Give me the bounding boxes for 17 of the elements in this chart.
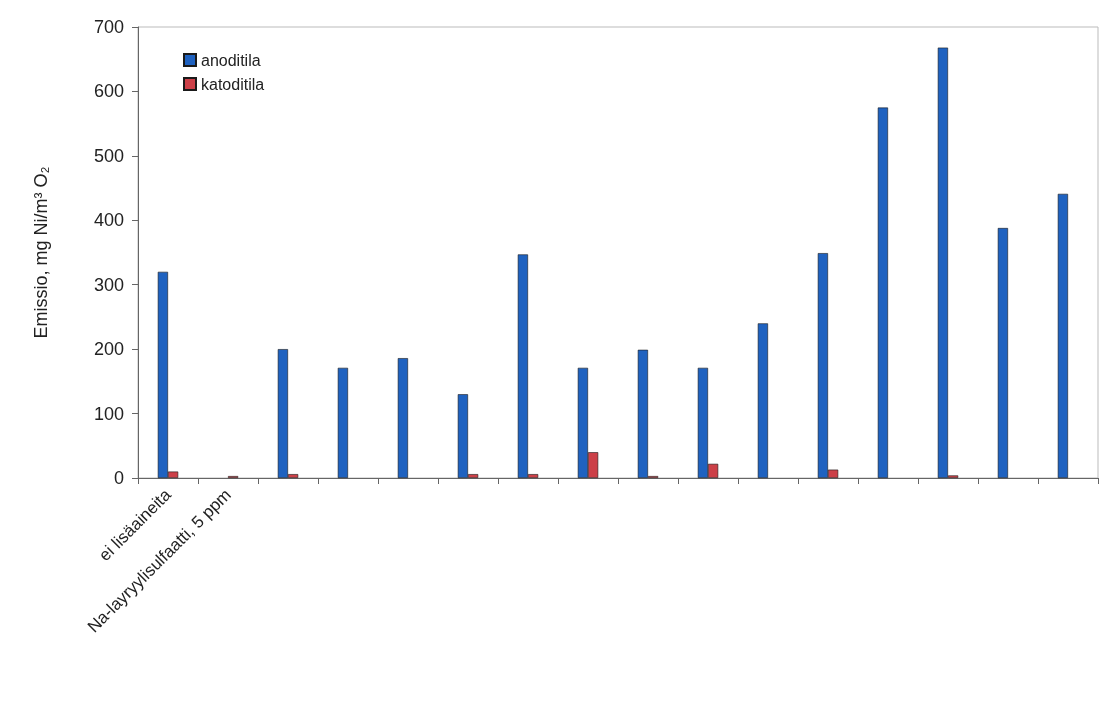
y-tick-label: 600: [93, 81, 124, 102]
y-tick-label: 100: [93, 403, 124, 424]
y-tick-label: 300: [93, 274, 124, 295]
bar: [337, 367, 348, 478]
y-tick-label: 500: [93, 145, 124, 166]
bar: [997, 228, 1008, 478]
legend-label: katoditila: [201, 75, 265, 93]
bar: [1057, 193, 1068, 478]
bar: [757, 323, 768, 478]
y-tick-label: 700: [93, 17, 124, 37]
y-tick-label: 0: [113, 468, 124, 488]
bar: [397, 358, 408, 478]
bar: [877, 107, 888, 478]
y-tick-label: 400: [93, 210, 124, 231]
y-tick-label: 200: [93, 339, 124, 360]
y-axis-title: Emissio, mg Ni/m³ O₂: [31, 166, 51, 339]
legend-label: anoditila: [201, 51, 261, 69]
